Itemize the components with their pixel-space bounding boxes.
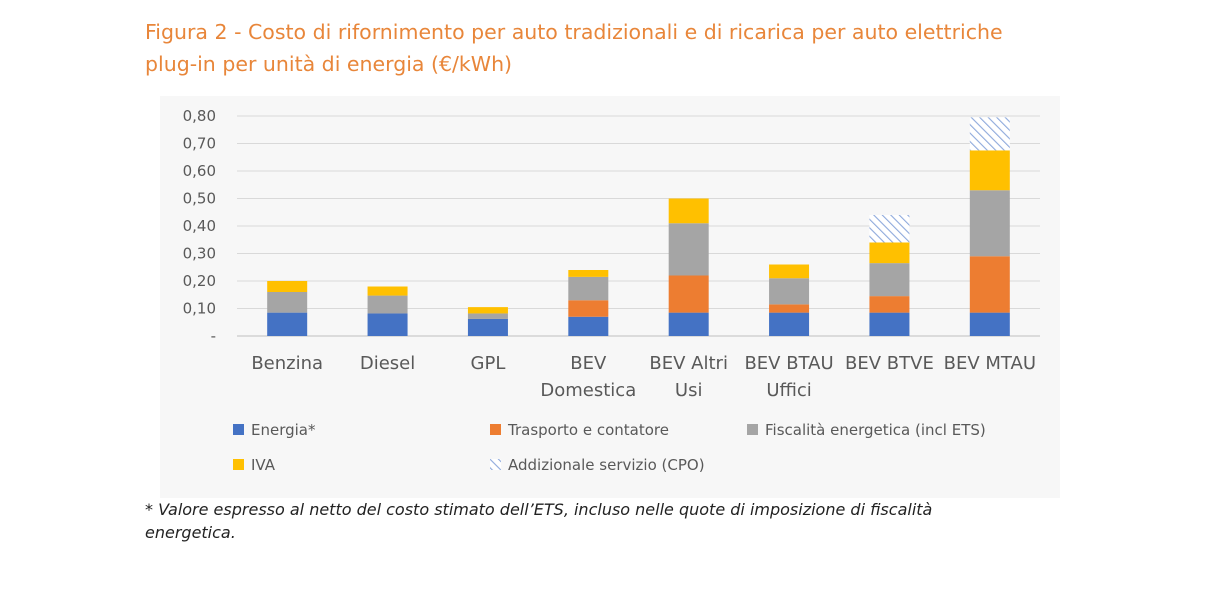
- bar-segment: [568, 276, 609, 301]
- x-tick-label: Uffici: [766, 380, 811, 401]
- legend-swatch: [490, 424, 501, 435]
- bar-segment: [267, 281, 308, 292]
- y-tick-label: 0,60: [183, 162, 216, 180]
- bar-segment: [668, 312, 709, 336]
- x-tick-label: BEV MTAU: [944, 353, 1036, 374]
- figure-title-line-2: plug-in per unità di energia (€/kWh): [145, 52, 513, 76]
- bar-segment: [568, 300, 609, 317]
- bar-segment: [869, 215, 910, 243]
- x-tick-label: BEV BTVE: [845, 353, 934, 374]
- footnote: * Valore espresso al netto del costo sti…: [145, 498, 1105, 544]
- bar-segment: [367, 313, 408, 336]
- bar-segment: [769, 264, 810, 279]
- bar-segment: [869, 242, 910, 264]
- bar-segment: [969, 150, 1010, 191]
- y-tick-label: 0,30: [183, 245, 216, 263]
- y-tick-label: -: [211, 327, 216, 345]
- legend-label: Addizionale servizio (CPO): [508, 456, 705, 474]
- bar-segment: [668, 275, 709, 313]
- footnote-line-1: * Valore espresso al netto del costo sti…: [145, 500, 933, 519]
- y-tick-label: 0,10: [183, 300, 216, 318]
- legend-label: Energia*: [251, 421, 316, 439]
- x-tick-label: Usi: [675, 380, 703, 401]
- y-axis-tick-labels: - 0,10 0,20 0,30 0,40 0,50 0,60 0,70 0,80: [183, 107, 216, 345]
- y-tick-label: 0,20: [183, 272, 216, 290]
- bar-segment: [969, 190, 1010, 257]
- bar-segment: [467, 313, 508, 319]
- legend-label: IVA: [251, 456, 276, 474]
- x-axis-category-labels: Benzina Diesel GPL BEV Domestica BEV Altri Usi…: [251, 353, 1036, 401]
- bar-segment: [267, 312, 308, 336]
- bar-segment: [769, 304, 810, 313]
- bar-segment: [367, 286, 408, 296]
- bar-segment: [568, 316, 609, 336]
- bar-segment: [769, 278, 810, 305]
- legend: Energia* Trasporto e contatore Fiscalità e…: [233, 421, 986, 474]
- y-tick-label: 0,70: [183, 135, 216, 153]
- bar-segment: [367, 295, 408, 314]
- x-tick-label: Domestica: [540, 380, 636, 401]
- x-tick-label: Benzina: [251, 353, 323, 374]
- y-tick-label: 0,80: [183, 107, 216, 125]
- bar-segment: [869, 312, 910, 336]
- legend-swatch: [490, 459, 501, 470]
- x-tick-label: BEV BTAU: [744, 353, 833, 374]
- x-tick-label: BEV Altri: [649, 353, 728, 374]
- figure-title-line-1: Figura 2 - Costo di rifornimento per aut…: [145, 20, 1003, 44]
- bar-segment: [668, 223, 709, 276]
- chart-area: - 0,10 0,20 0,30 0,40 0,50 0,60 0,70 0,80 Benzin…: [160, 96, 1060, 498]
- legend-label: Fiscalità energetica (incl ETS): [765, 421, 986, 439]
- bar-segment: [568, 270, 609, 277]
- bar-segment: [969, 256, 1010, 313]
- gridlines: [237, 115, 1040, 337]
- bar-segment: [869, 296, 910, 313]
- footnote-line-2: energetica.: [145, 523, 236, 542]
- bar-segment: [969, 312, 1010, 336]
- stacked-bar-chart: - 0,10 0,20 0,30 0,40 0,50 0,60 0,70 0,80 Benzin…: [183, 107, 1040, 474]
- y-tick-label: 0,50: [183, 190, 216, 208]
- bar-segment: [769, 312, 810, 336]
- legend-swatch: [747, 424, 758, 435]
- bar-segment: [467, 318, 508, 336]
- y-tick-label: 0,40: [183, 217, 216, 235]
- bar-segment: [267, 292, 308, 313]
- x-tick-label: BEV: [570, 353, 607, 374]
- legend-swatch: [233, 459, 244, 470]
- figure-title: Figura 2 - Costo di rifornimento per aut…: [145, 16, 1145, 80]
- x-tick-label: GPL: [471, 353, 506, 374]
- bar-segment: [869, 263, 910, 297]
- legend-label: Trasporto e contatore: [507, 421, 669, 439]
- bar-segment: [668, 198, 709, 224]
- x-tick-label: Diesel: [360, 353, 415, 374]
- bars: [267, 117, 1010, 336]
- legend-swatch: [233, 424, 244, 435]
- bar-segment: [467, 307, 508, 314]
- bar-segment: [969, 117, 1010, 151]
